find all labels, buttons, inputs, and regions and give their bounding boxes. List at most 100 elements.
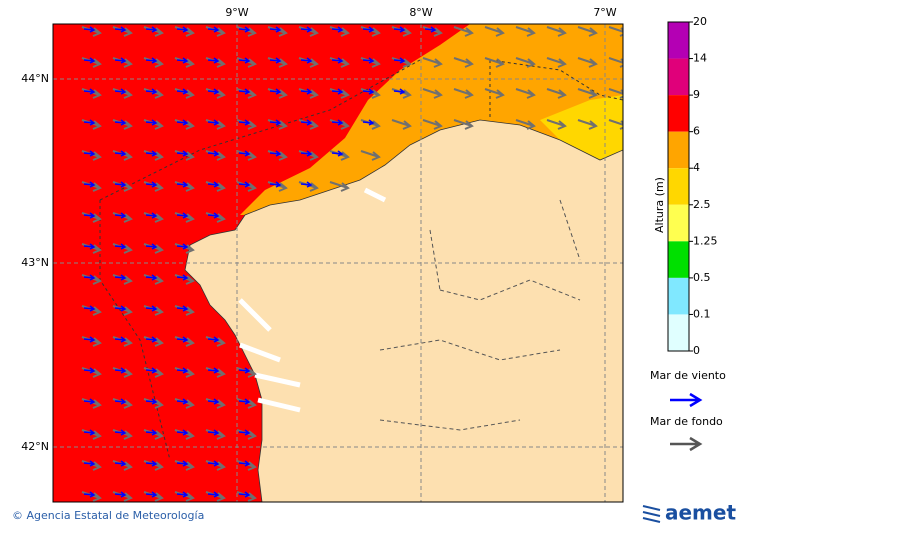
wind-arrow [114,57,127,64]
swell-arrow [515,26,536,37]
wind-arrow [207,181,220,188]
wind-arrow [83,119,96,126]
wind-arrow [207,119,220,126]
wind-arrow [176,460,189,467]
swell-arrow [577,57,598,68]
wind-arrow [83,212,96,219]
swell-arrow [577,26,598,37]
swell-arrow [608,119,623,130]
wind-arrow [145,491,158,498]
colorbar-band [668,314,689,351]
wind-arrow [362,88,375,95]
wind-arrow [207,212,220,219]
wind-arrow [300,26,313,33]
wind-arrow [114,119,127,126]
wind-arrow [83,57,96,64]
wind-arrow [145,88,158,95]
swell-arrow [515,119,536,130]
wind-arrow [83,88,96,95]
swell-arrow [453,26,474,37]
wind-arrow [114,150,127,157]
wind-arrow [114,460,127,467]
wind-arrow [362,57,375,64]
wind-arrow [207,150,220,157]
wind-arrow [83,398,96,405]
wind-arrow [114,181,127,188]
colorbar-label: 0 [693,344,700,357]
wind-arrow [114,212,127,219]
colorbar-band [668,241,689,278]
wind-arrow [176,274,189,281]
colorbar-frame [667,21,690,352]
wind-arrow [269,88,282,95]
wind-arrow [83,429,96,436]
wind-arrow [145,274,158,281]
wind-arrow [238,460,251,467]
wind-arrow [269,181,282,188]
colorbar-band [668,58,689,96]
wind-arrow [207,336,220,343]
footer-credit: © Agencia Estatal de Meteorología [12,509,204,522]
wind-arrow [145,26,158,33]
swell-arrow [608,57,623,68]
colorbar-label: 1.25 [693,234,718,247]
wind-arrow [83,26,96,33]
wind-arrow [362,119,375,126]
wind-arrow [114,243,127,250]
wind-arrow [145,305,158,312]
swell-arrow [422,119,443,130]
colorbar-label: 2.5 [693,198,711,211]
wind-arrow [393,57,406,64]
colorbar: 20 14 9 6 4 2.5 1.25 0.5 0.1 0 [667,15,718,357]
wind-arrow [269,26,282,33]
wind-arrow [300,181,313,188]
wind-arrow [114,274,127,281]
wind-arrow [83,305,96,312]
wind-arrow [145,398,158,405]
wind-arrow [207,57,220,64]
wind-arrow [176,398,189,405]
wind-arrow [331,88,344,95]
legend-label: Mar de viento [650,369,726,382]
wind-arrow [238,398,251,405]
colorbar-band [668,131,689,169]
wind-arrow [114,491,127,498]
sea-orange [240,24,623,215]
colorbar-label: 0.1 [693,307,711,320]
wind-arrow [269,119,282,126]
colorbar-label: 0.5 [693,271,711,284]
wind-arrow [393,88,406,95]
wind-arrow [331,150,344,157]
wind-arrow [300,88,313,95]
swell-arrow [515,88,536,99]
wind-arrow [238,119,251,126]
wind-arrow [331,26,344,33]
wind-arrow [145,119,158,126]
colorbar-label: 6 [693,125,700,138]
swell-arrow [422,57,443,68]
wind-arrow [238,429,251,436]
wind-arrow [331,119,344,126]
x-label: 7°W [593,6,616,19]
wind-arrow [238,88,251,95]
wind-arrow [207,491,220,498]
wind-arrow [393,26,406,33]
wind-arrow [145,336,158,343]
y-label: 44°N [21,72,49,85]
swell-arrow [515,57,536,68]
wind-arrow [238,57,251,64]
wind-arrow [300,150,313,157]
wind-arrow [176,243,189,250]
wind-arrow [83,336,96,343]
wind-arrow [83,150,96,157]
wind-arrow [176,88,189,95]
wind-arrow [300,119,313,126]
logo-mark [642,505,661,523]
colorbar-band [668,204,689,242]
colorbar-band [668,168,689,205]
y-label: 43°N [21,256,49,269]
swell-arrow [608,26,623,37]
wind-arrow [269,57,282,64]
wind-arrow [145,460,158,467]
colorbar-label: 14 [693,52,707,65]
